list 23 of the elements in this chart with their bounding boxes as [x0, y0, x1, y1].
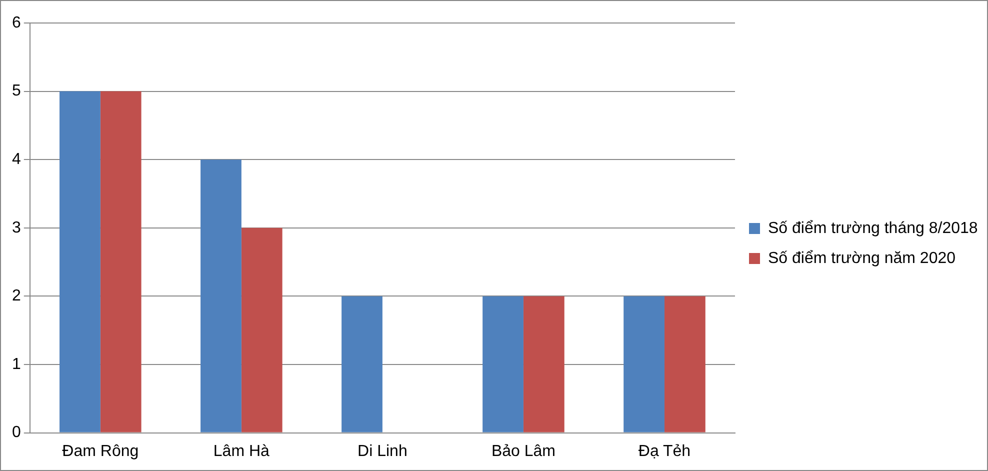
- y-tick-label: 4: [12, 151, 21, 168]
- bar: [200, 160, 242, 432]
- bar: [241, 228, 282, 432]
- y-tick-label: 5: [12, 82, 21, 100]
- bar: [482, 296, 524, 432]
- y-tick-label: 0: [12, 424, 21, 442]
- bar: [100, 91, 142, 432]
- x-tick-label: Đam Rông: [62, 442, 139, 460]
- x-tick-label: Đạ Tẻh: [638, 442, 691, 460]
- y-tick-label: 3: [12, 219, 21, 236]
- x-tick-label: Di Linh: [358, 442, 408, 460]
- x-tick-label: Lâm Hà: [213, 442, 270, 460]
- bar: [342, 296, 382, 432]
- x-tick-label: Bảo Lâm: [491, 442, 556, 460]
- y-tick-label: 1: [12, 356, 21, 373]
- bar: [664, 296, 706, 432]
- bar: [523, 296, 564, 432]
- y-tick-label: 2: [12, 288, 21, 305]
- y-tick-label: 6: [12, 14, 21, 32]
- bar: [624, 296, 664, 432]
- legend-label: Số điểm trường tháng 8/2018: [768, 220, 978, 237]
- legend-label: Số điểm trường năm 2020: [768, 250, 956, 267]
- bar: [60, 91, 100, 432]
